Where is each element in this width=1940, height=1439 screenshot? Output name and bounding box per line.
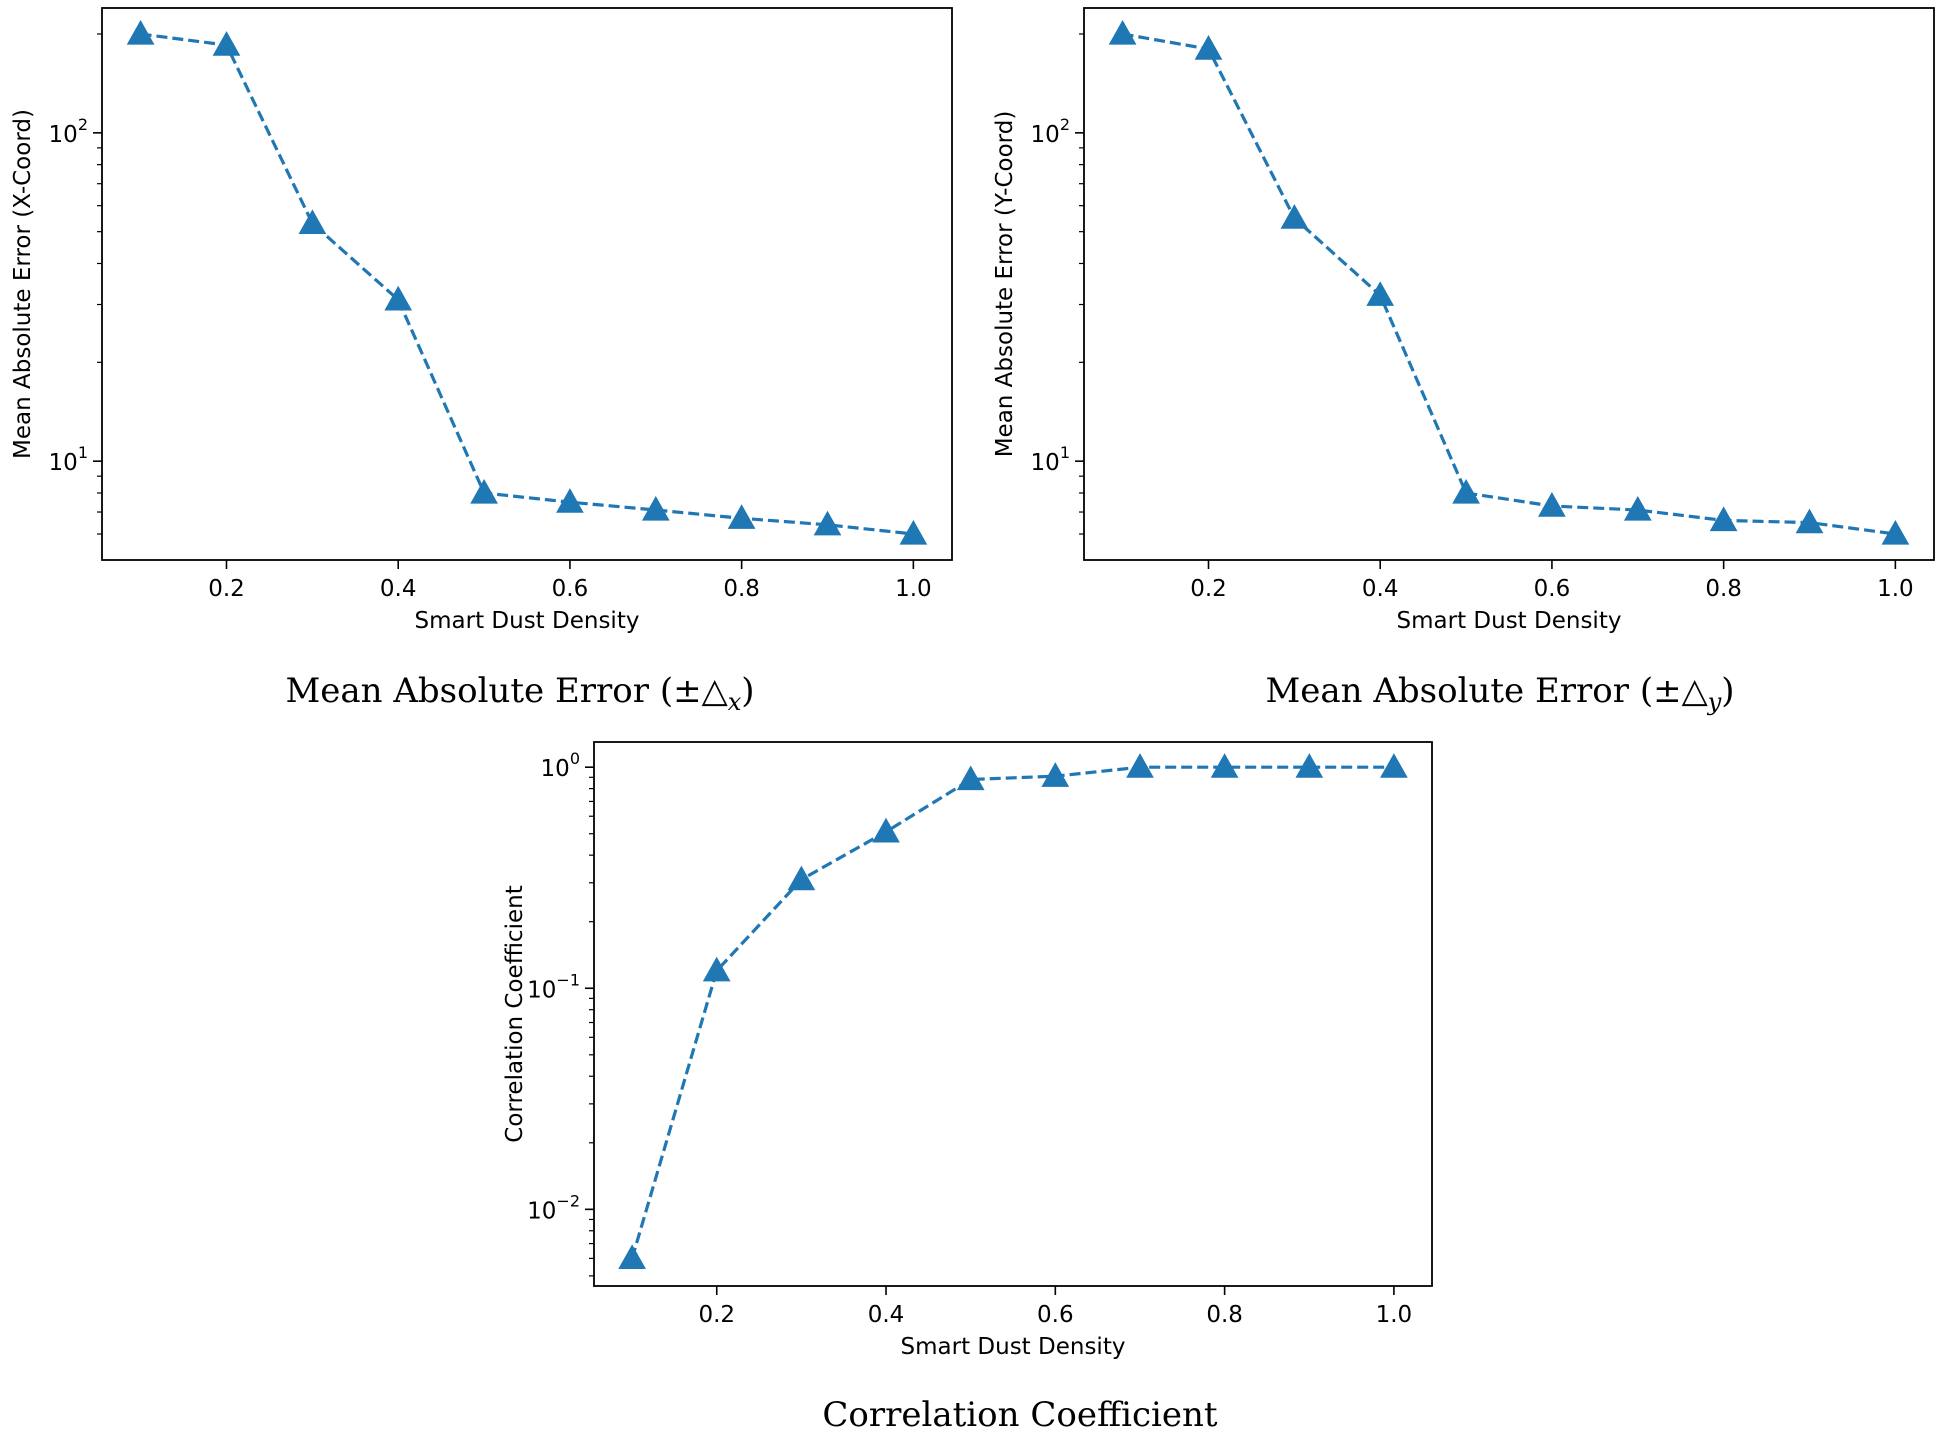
x-tick-label: 0.8 (723, 576, 760, 602)
data-point-marker (1795, 508, 1824, 534)
chart-caption: Mean Absolute Error (±△x) (285, 671, 754, 716)
data-point-marker (1623, 495, 1652, 521)
data-point-marker (727, 504, 756, 529)
y-axis-label: Correlation Coefficient (502, 885, 528, 1142)
y-tick-label: 101 (1031, 443, 1070, 476)
data-point-marker (872, 817, 900, 843)
x-tick-label: 0.2 (1190, 576, 1227, 602)
y-tick-label-base: 10 (49, 450, 78, 476)
x-axis-label: Smart Dust Density (901, 1334, 1126, 1360)
data-point-marker (470, 478, 498, 504)
chart-caption-text: ) (1721, 671, 1734, 711)
data-point-marker (1452, 478, 1480, 504)
y-tick-label-exponent: 1 (78, 443, 88, 462)
data-point-marker (899, 519, 928, 545)
data-point-marker (1295, 753, 1324, 778)
x-tick-label: 0.4 (1362, 576, 1399, 602)
x-tick-label: 0.6 (1534, 576, 1571, 602)
data-point-marker (212, 31, 241, 56)
data-point-marker (1041, 762, 1070, 787)
data-point-marker (1108, 19, 1137, 45)
y-tick-label-exponent: −2 (556, 1191, 580, 1210)
x-tick-label: 0.2 (208, 576, 245, 602)
y-tick-label: 102 (1031, 115, 1070, 148)
axes-frame (101, 7, 953, 561)
x-tick-label: 0.8 (1206, 1302, 1243, 1328)
data-point-marker (126, 19, 155, 45)
x-axis-label: Smart Dust Density (415, 608, 640, 634)
y-axis-label: Mean Absolute Error (X-Coord) (10, 109, 36, 459)
data-point-marker (1380, 753, 1408, 778)
y-axis-label: Mean Absolute Error (Y-Coord) (992, 111, 1018, 458)
axes-frame (1083, 7, 1935, 561)
series-line (630, 765, 1394, 1259)
y-tick-label-base: 10 (527, 1198, 556, 1224)
y-tick-label-base: 10 (527, 977, 556, 1003)
chart-caption-subscript: x (728, 688, 742, 716)
data-point-marker (813, 510, 842, 536)
chart-caption-text: ) (741, 671, 754, 711)
data-point-marker (1881, 519, 1910, 545)
data-point-marker (1194, 34, 1223, 60)
x-tick-label: 0.4 (868, 1302, 905, 1328)
axes-frame (593, 741, 1433, 1287)
y-tick-label-base: 10 (541, 756, 570, 782)
y-tick-label: 100 (541, 749, 580, 782)
chart-caption-text: Mean Absolute Error (±△ (1265, 671, 1708, 711)
series-line (140, 32, 914, 536)
x-tick-label: 0.2 (698, 1302, 735, 1328)
y-tick-label: 10−2 (527, 1191, 580, 1224)
data-point-marker (702, 956, 731, 982)
data-point-marker (1538, 491, 1566, 517)
x-axis-label: Smart Dust Density (1397, 608, 1622, 634)
data-point-marker (384, 285, 413, 311)
chart-caption-text: Correlation Coefficient (822, 1395, 1218, 1434)
y-tick-label: 10−1 (527, 970, 580, 1003)
chart-caption: Correlation Coefficient (822, 1395, 1218, 1434)
y-tick-label-base: 10 (49, 122, 78, 148)
x-tick-label: 0.8 (1705, 576, 1742, 602)
y-tick-label: 101 (49, 443, 88, 476)
data-point-marker (556, 488, 584, 513)
data-point-marker (298, 209, 327, 234)
x-tick-label: 0.6 (1037, 1302, 1074, 1328)
data-point-marker (641, 495, 670, 521)
x-tick-label: 1.0 (1877, 576, 1914, 602)
y-tick-label-exponent: 2 (1060, 115, 1070, 134)
data-point-marker (787, 865, 816, 891)
data-point-marker (1210, 753, 1239, 778)
y-tick-label-base: 10 (1031, 450, 1060, 476)
y-tick-label: 102 (49, 115, 88, 148)
chart-caption-text: Mean Absolute Error (±△ (285, 671, 728, 711)
x-tick-label: 1.0 (1376, 1302, 1413, 1328)
y-tick-label-exponent: 2 (78, 115, 88, 134)
chart-caption-subscript: y (1707, 688, 1722, 716)
data-point-marker (618, 1244, 646, 1269)
y-tick-label-exponent: 0 (570, 749, 580, 768)
x-tick-label: 0.6 (552, 576, 589, 602)
data-point-marker (1280, 204, 1309, 229)
x-tick-label: 0.4 (380, 576, 417, 602)
y-tick-label-exponent: 1 (1060, 443, 1070, 462)
data-point-marker (956, 765, 985, 791)
chart-caption: Mean Absolute Error (±△y) (1265, 671, 1734, 716)
data-point-marker (1709, 506, 1738, 532)
y-tick-label-exponent: −1 (556, 970, 580, 989)
data-point-marker (1126, 753, 1154, 778)
series-line (1122, 32, 1896, 536)
x-tick-label: 1.0 (895, 576, 932, 602)
data-point-marker (1366, 281, 1395, 306)
y-tick-label-base: 10 (1031, 122, 1060, 148)
